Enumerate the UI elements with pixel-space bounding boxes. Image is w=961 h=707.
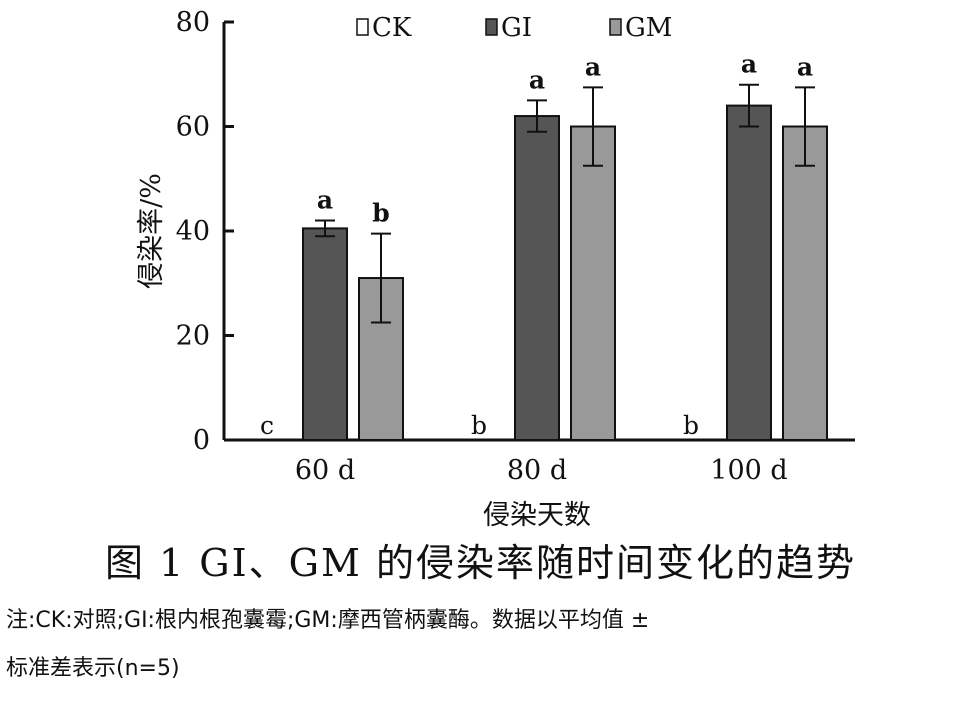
- significance-letter: c: [260, 411, 274, 440]
- legend-swatch-ck: [357, 19, 368, 35]
- legend-swatch-gm: [610, 19, 621, 35]
- significance-letter: a: [585, 52, 601, 81]
- significance-letter: a: [529, 65, 545, 94]
- bar-chart: 0 20 40 60 80 侵染率/% 侵染天数 60 d 80 d 100 d c a b b a a b a…: [0, 0, 961, 530]
- legend-label-gm: GM: [625, 13, 672, 43]
- legend-label-gi: GI: [501, 13, 532, 43]
- bar-gm: [783, 127, 827, 441]
- y-tick-label: 80: [176, 7, 210, 38]
- y-axis-label: 侵染率/%: [136, 173, 167, 289]
- x-axis-label: 侵染天数: [483, 500, 591, 530]
- significance-letter: a: [317, 186, 333, 215]
- bar-gi: [727, 106, 771, 440]
- x-tick-label: 80 d: [507, 455, 567, 486]
- y-tick-label: 40: [176, 216, 210, 247]
- significance-letter: b: [683, 411, 699, 440]
- legend-swatch-gi: [486, 19, 497, 35]
- chart-bars: c a b b a a b a a: [260, 50, 827, 440]
- bar-gi: [303, 228, 347, 440]
- figure-caption: 图 1 GI、GM 的侵染率随时间变化的趋势: [0, 532, 961, 587]
- y-tick-label: 20: [176, 321, 210, 352]
- significance-letter: b: [372, 199, 389, 228]
- significance-letter: b: [471, 411, 487, 440]
- x-tick-label: 60 d: [295, 455, 355, 486]
- chart-legend: CK GI GM: [357, 13, 672, 43]
- x-tick-label: 100 d: [710, 455, 787, 486]
- y-tick-label: 60: [176, 112, 210, 143]
- y-tick-label: 0: [193, 425, 210, 456]
- significance-letter: a: [797, 52, 813, 81]
- significance-letter: a: [741, 50, 757, 79]
- bar-gm: [571, 127, 615, 441]
- bar-gi: [515, 116, 559, 440]
- legend-label-ck: CK: [372, 13, 412, 43]
- figure-note-line2: 标准差表示(n=5): [6, 648, 956, 690]
- figure-note-line1: 注:CK:对照;GI:根内根孢囊霉;GM:摩西管柄囊酶。数据以平均值 ±: [6, 600, 956, 642]
